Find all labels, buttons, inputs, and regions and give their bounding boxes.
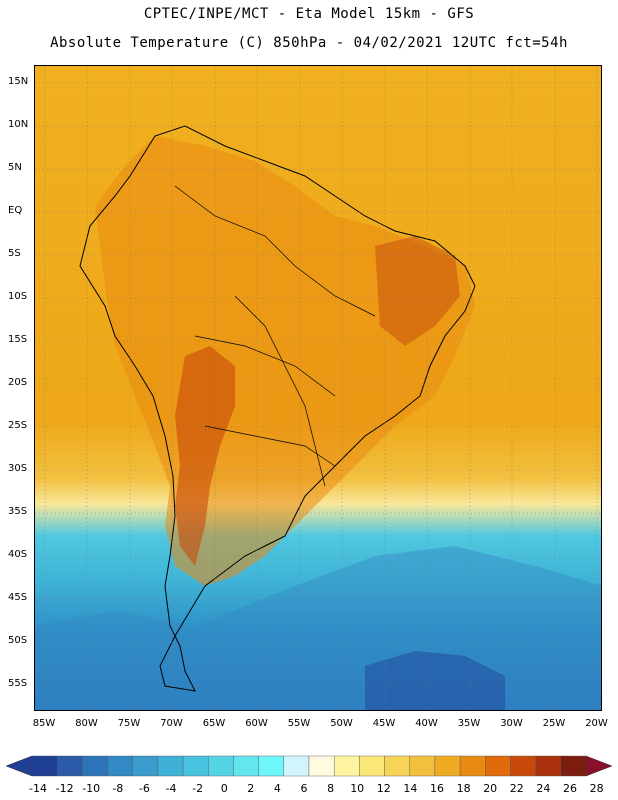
longitude-label: 80W [75,718,98,729]
latitude-label: 15N [8,76,29,87]
longitude-label: 85W [32,718,56,729]
colorbar-label: 8 [327,782,335,795]
latitude-label: 25S [8,420,28,431]
colorbar-cell [182,755,209,777]
northeast-hot-zone [375,236,460,346]
colorbar-cell [459,755,486,777]
colorbar-cell [283,755,310,777]
colorbar-cell [359,755,385,777]
colorbar-cell [409,755,436,777]
colorbar-label: 12 [376,782,391,795]
colorbar-cell [535,755,562,777]
colorbar [6,755,612,777]
colorbar-label: 20 [483,782,498,795]
colorbar-label: -14 [29,782,47,795]
longitude-label: 75W [117,718,141,729]
longitude-label: 30W [500,718,523,729]
latitude-label: 55S [8,678,28,689]
latitude-label: 30S [8,463,28,474]
colorbar-cell [333,755,360,777]
colorbar-label: 22 [509,782,524,795]
latitude-label: 20S [8,377,28,388]
colorbar-cell [384,755,410,777]
colorbar-label: 4 [273,782,281,795]
colorbar-label: 24 [536,782,551,795]
graticule [35,66,601,710]
colorbar-cell [31,755,58,777]
colorbar-label: -6 [138,782,150,795]
colorbar-label: 14 [403,782,418,795]
south-america-coastline [79,125,476,692]
latitude-label: 40S [8,549,28,560]
colorbar-cell [485,755,511,777]
latitude-label: 5N [8,162,22,173]
colorbar-label: 16 [430,782,444,795]
colorbar-label: -2 [192,782,204,795]
colorbar-cell [258,755,285,777]
colorbar-cell [233,755,259,777]
colorbar-left-arrow [6,755,33,777]
latitude-label: 10S [8,291,28,302]
temperature-map [34,65,602,711]
colorbar-label: 18 [456,782,471,795]
colorbar-label: 0 [220,782,228,795]
longitude-label: 35W [457,718,481,729]
colorbar-right-arrow [585,755,612,777]
colorbar-label: 6 [300,782,308,795]
colorbar-cell [560,755,587,777]
colorbar-cell [308,755,335,777]
country-borders [174,185,376,487]
latitude-label: EQ [8,205,23,216]
colorbar-label: -10 [82,782,101,795]
latitude-label: 50S [8,635,28,646]
colorbar-label: 2 [247,782,255,795]
longitude-label: 60W [245,718,268,729]
colorbar-cell [82,755,108,777]
colorbar-label: -4 [165,782,177,795]
cold-core [365,651,505,710]
longitude-label: 25W [542,718,566,729]
land-warm-field [95,136,475,586]
colorbar-cell [56,755,83,777]
longitude-label: 45W [372,718,396,729]
title-line-1: CPTEC/INPE/MCT - Eta Model 15km - GFS [143,6,475,22]
latitude-label: 15S [8,334,28,345]
colorbar-cell [107,755,133,777]
colorbar-label: -12 [55,782,74,795]
colorbar-cell [434,755,461,777]
colorbar-label: -8 [112,782,124,795]
longitude-label: 65W [202,718,226,729]
colorbar-cells [31,755,587,777]
cold-air-mass [35,546,601,710]
latitude-label: 10N [8,119,29,130]
longitude-label: 40W [415,718,438,729]
colorbar-cell [157,755,184,777]
latitude-label: 45S [8,592,28,603]
longitude-label: 55W [287,718,311,729]
title-line-2: Absolute Temperature (C) 850hPa - 04/02/… [50,35,568,51]
longitude-label: 50W [330,718,353,729]
colorbar-label: 10 [350,782,365,795]
colorbar-label: 26 [563,782,577,795]
map-canvas [35,66,601,710]
colorbar-label: 28 [589,782,604,795]
latitude-label: 35S [8,506,28,517]
colorbar-cell [132,755,159,777]
colorbar-cell [208,755,234,777]
latitude-label: 5S [8,248,21,259]
longitude-label: 70W [160,718,183,729]
colorbar-cell [510,755,536,777]
longitude-label: 20W [585,718,608,729]
andes-hot-band [175,346,235,566]
